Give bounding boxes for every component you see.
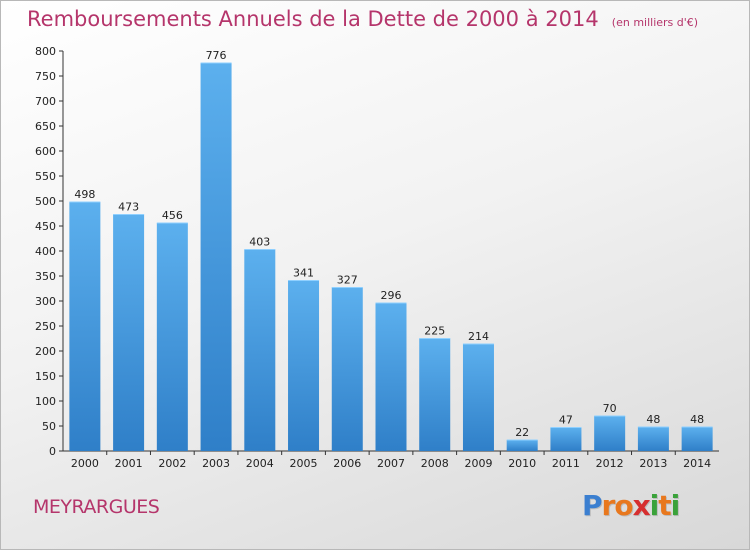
bar-value-label: 225: [424, 325, 445, 338]
bar: [462, 344, 494, 451]
bar: [200, 63, 232, 451]
chart-unit: (en milliers d'€): [611, 16, 699, 29]
bar-value-label: 403: [249, 236, 270, 249]
bar-value-label: 456: [162, 209, 183, 222]
bar: [156, 223, 188, 451]
bar: [637, 427, 669, 451]
logo-letter: o: [614, 489, 633, 522]
y-tick-label: 600: [35, 145, 56, 158]
bar: [288, 280, 320, 451]
x-tick-label: 2013: [639, 457, 667, 470]
bar: [550, 427, 582, 451]
bar: [681, 427, 713, 451]
y-tick-label: 400: [35, 245, 56, 258]
commune-name: MEYRARGUES: [33, 496, 160, 518]
y-tick-label: 500: [35, 195, 56, 208]
title-row: Remboursements Annuels de la Dette de 20…: [27, 7, 698, 31]
logo-letter: i: [649, 489, 660, 522]
x-tick-label: 2014: [683, 457, 711, 470]
logo-letter: i: [670, 489, 681, 522]
y-tick-label: 450: [35, 220, 56, 233]
x-tick-label: 2009: [464, 457, 492, 470]
bar-value-label: 22: [515, 426, 529, 439]
bar-value-label: 498: [74, 188, 95, 201]
x-tick-label: 2006: [333, 457, 361, 470]
bar: [594, 416, 626, 451]
y-tick-label: 650: [35, 120, 56, 133]
bar-value-label: 327: [337, 274, 358, 287]
x-tick-label: 2000: [71, 457, 99, 470]
bar: [244, 249, 276, 451]
logo-letter: r: [601, 489, 616, 522]
y-tick-label: 250: [35, 320, 56, 333]
bar: [113, 214, 145, 451]
x-tick-label: 2011: [552, 457, 580, 470]
y-tick-label: 700: [35, 95, 56, 108]
chart-title: Remboursements Annuels de la Dette de 20…: [27, 7, 599, 31]
y-tick-label: 100: [35, 395, 56, 408]
logo-letter: P: [582, 489, 603, 522]
x-tick-label: 2012: [596, 457, 624, 470]
y-tick-label: 0: [49, 445, 56, 458]
x-tick-label: 2008: [421, 457, 449, 470]
logo-letter: x: [632, 489, 651, 522]
proxiti-logo: Proxiti: [582, 489, 681, 522]
bar: [331, 287, 363, 451]
y-tick-label: 200: [35, 345, 56, 358]
bar: [69, 202, 101, 451]
bar-value-label: 70: [603, 402, 617, 415]
x-tick-label: 2004: [246, 457, 274, 470]
y-tick-label: 800: [35, 45, 56, 58]
bar-value-label: 47: [559, 414, 573, 427]
bar: [419, 338, 451, 451]
x-tick-label: 2010: [508, 457, 536, 470]
y-tick-label: 350: [35, 270, 56, 283]
x-tick-label: 2007: [377, 457, 405, 470]
bar: [506, 440, 538, 451]
bar-value-label: 776: [206, 49, 227, 62]
bar-value-label: 48: [690, 413, 704, 426]
bar-value-label: 296: [381, 289, 402, 302]
bar-value-label: 48: [646, 413, 660, 426]
x-tick-label: 2003: [202, 457, 230, 470]
x-tick-label: 2005: [290, 457, 318, 470]
x-tick-label: 2001: [115, 457, 143, 470]
y-tick-label: 50: [42, 420, 56, 433]
bar-value-label: 214: [468, 330, 489, 343]
y-tick-label: 150: [35, 370, 56, 383]
y-tick-label: 300: [35, 295, 56, 308]
x-tick-label: 2002: [158, 457, 186, 470]
bar: [375, 303, 407, 451]
bar-value-label: 341: [293, 267, 314, 280]
y-tick-label: 750: [35, 70, 56, 83]
logo-letter: t: [658, 489, 671, 522]
y-tick-label: 550: [35, 170, 56, 183]
bar-value-label: 473: [118, 201, 139, 214]
